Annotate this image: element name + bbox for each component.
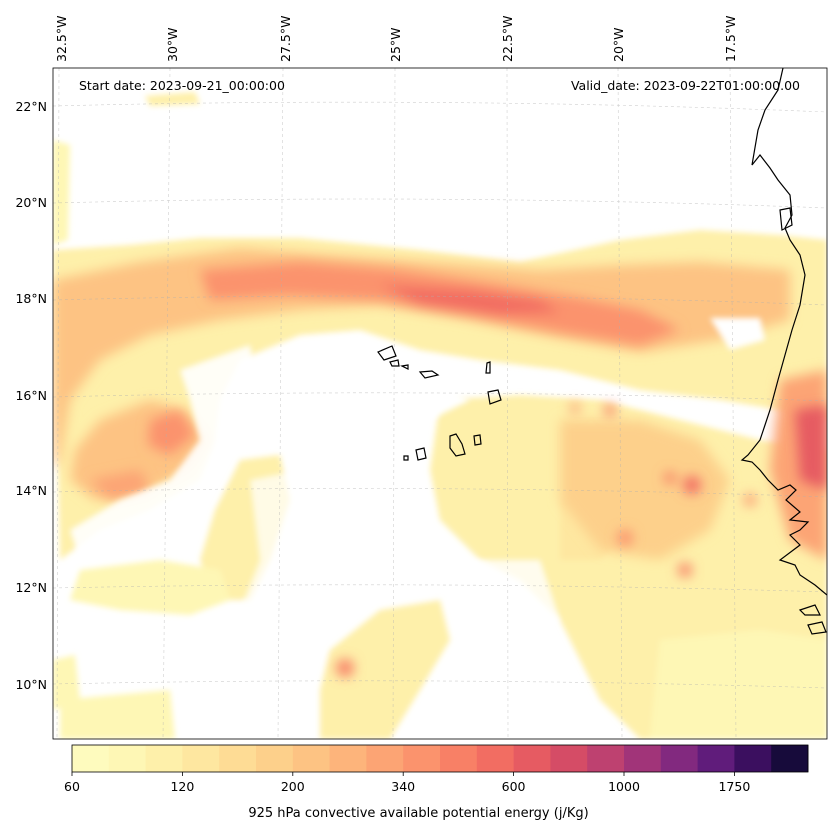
colorbar-swatch [219, 745, 257, 772]
colorbar-swatch [108, 745, 146, 772]
coastline [740, 68, 827, 635]
lon-label-20w: 20°W [611, 27, 626, 62]
lat-label-10n: 10°N [15, 677, 47, 692]
colorbar-swatch [440, 745, 478, 772]
colorbar-tick-label: 200 [281, 779, 305, 794]
colorbar-tick-label: 340 [391, 779, 415, 794]
colorbar-swatch [734, 745, 772, 772]
colorbar-swatch [697, 745, 735, 772]
colorbar-swatch [256, 745, 294, 772]
colorbar-swatch [182, 745, 220, 772]
latitude-labels: 22°N 20°N 18°N 16°N 14°N 12°N 10°N [15, 99, 47, 692]
colorbar-swatch [403, 745, 441, 772]
colorbar [71, 744, 809, 773]
lat-label-18n: 18°N [15, 291, 47, 306]
colorbar-frame [71, 744, 809, 773]
colorbar-swatch [660, 745, 698, 772]
colorbar-tick-label: 1000 [608, 779, 640, 794]
lon-label-25w: 25°W [388, 27, 403, 62]
lon-label-27-5w: 27.5°W [278, 16, 293, 62]
colorbar-swatch [72, 745, 110, 772]
colorbar-label: 925 hPa convective available potential e… [248, 806, 589, 821]
colorbar-swatch [771, 745, 809, 772]
colorbar-tick-label: 1750 [718, 779, 750, 794]
lon-label-22-5w: 22.5°W [500, 16, 515, 62]
colorbar-swatch [587, 745, 625, 772]
colorbar-tick-label: 600 [502, 779, 526, 794]
lat-label-20n: 20°N [15, 195, 47, 210]
colorbar-swatch [513, 745, 551, 772]
valid-date-label: Valid_date: 2023-09-22T01:00:00.00 [571, 78, 800, 93]
colorbar-swatch [366, 745, 404, 772]
cape-verde-islands [377, 345, 502, 461]
colorbar-swatch [476, 745, 514, 772]
lon-label-32-5w: 32.5°W [54, 16, 69, 62]
lon-label-30w: 30°W [165, 27, 180, 62]
colorbar-swatch [624, 745, 662, 772]
colorbar-tick-label: 60 [64, 779, 80, 794]
colorbar-swatch [145, 745, 183, 772]
lat-label-22n: 22°N [15, 99, 47, 114]
start-date-label: Start date: 2023-09-21_00:00:00 [79, 78, 285, 93]
colorbar-tick-label: 120 [170, 779, 194, 794]
graticule [53, 68, 827, 739]
lat-label-12n: 12°N [15, 580, 47, 595]
lat-label-14n: 14°N [15, 483, 47, 498]
colorbar-swatch [329, 745, 367, 772]
lat-label-16n: 16°N [15, 388, 47, 403]
colorbar-swatch [550, 745, 588, 772]
colorbar-ticks: 60 120 200 340 600 1000 1750 [64, 772, 750, 794]
cape-field [53, 92, 827, 739]
colorbar-swatch [292, 745, 330, 772]
lon-label-17-5w: 17.5°W [723, 16, 738, 62]
longitude-labels: 32.5°W 30°W 27.5°W 25°W 22.5°W 20°W 17.5… [54, 16, 738, 62]
